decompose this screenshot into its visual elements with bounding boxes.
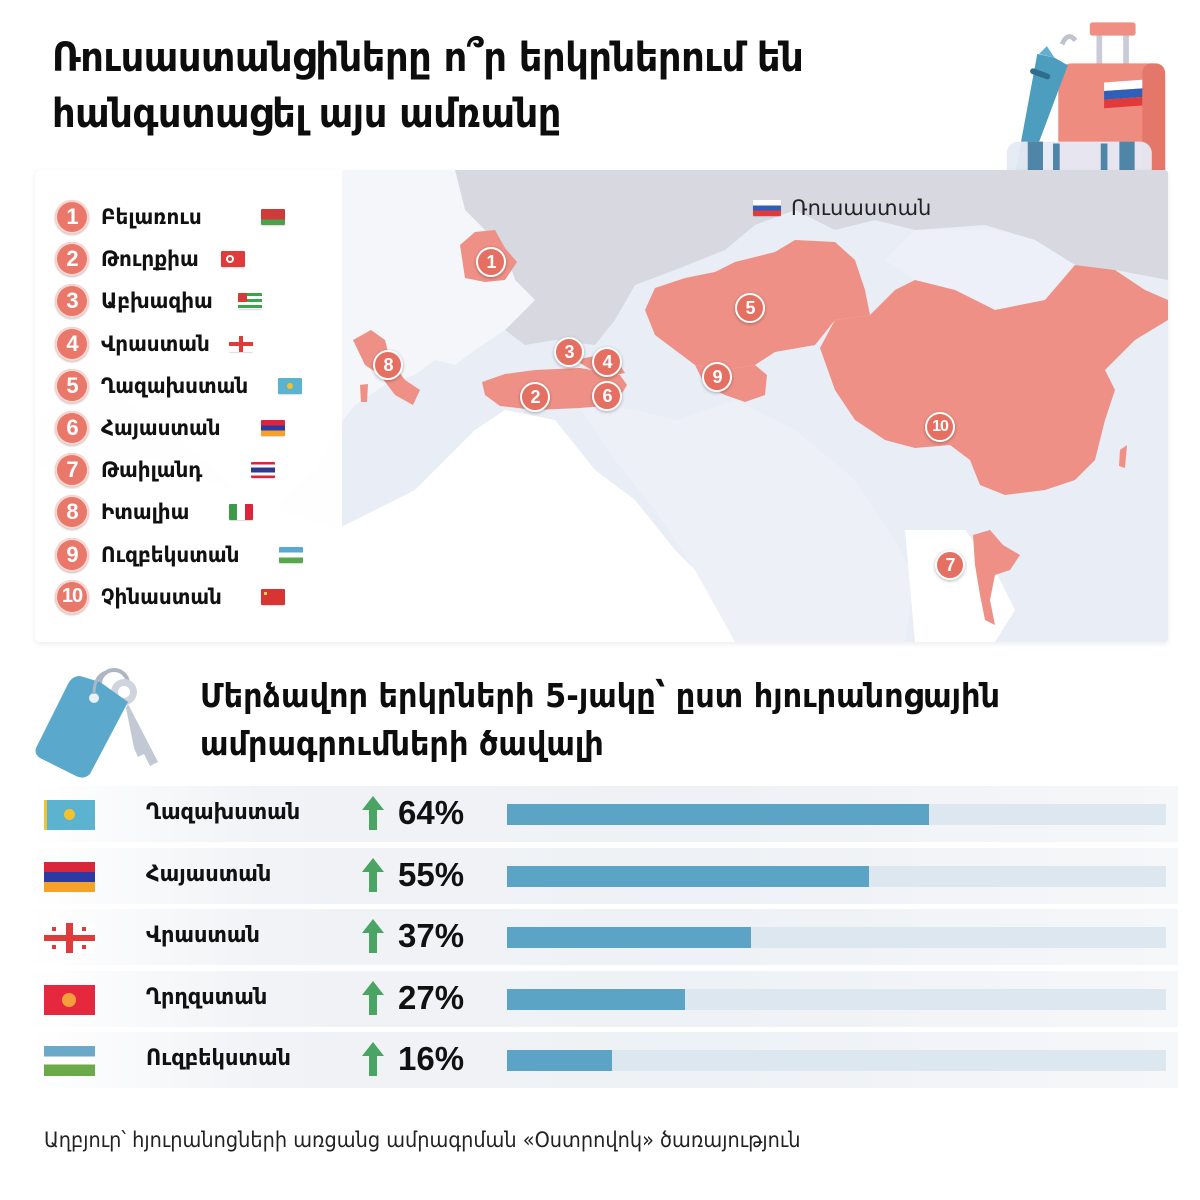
legend-country-label: Ղազախստան: [101, 373, 249, 398]
legend-country-label: Հայաստան: [101, 416, 221, 441]
legend-number-badge: 5: [55, 368, 89, 403]
turkey-flag-icon: [221, 251, 245, 268]
legend-country-label: Ուզբեկստան: [101, 542, 240, 567]
russia-flag-icon: [753, 200, 781, 216]
ranking-row-georgia: Վրաստան 37%: [28, 909, 1178, 965]
map-pin-turkey: 2: [520, 382, 550, 412]
bar-track: [507, 804, 1166, 825]
map-pin-belarus: 1: [476, 247, 506, 277]
row-percentage: 64%: [398, 794, 465, 831]
row-country-label: Ուզբեկստան: [146, 1046, 291, 1071]
belarus-flag-icon: [261, 209, 285, 226]
row-percentage: 27%: [398, 978, 465, 1016]
legend-number-badge: 9: [55, 537, 89, 572]
legend-item-china: 10 Չինաստան: [55, 576, 342, 618]
legend-item-belarus: 1 Բելառուս: [55, 196, 342, 238]
map-pin-abkhazia: 3: [554, 337, 584, 367]
legend-item-thailand: 7 Թաիլանդ: [55, 449, 342, 491]
up-arrow-icon: [362, 857, 384, 892]
map-pin-china: 10: [925, 412, 955, 442]
russia-label: Ռուսաստան: [753, 196, 931, 220]
legend-number-badge: 1: [55, 200, 89, 235]
row-country-label: Վրաստան: [146, 923, 260, 948]
bar-fill: [507, 865, 870, 887]
bar-track: [507, 927, 1166, 948]
legend-item-kazakhstan: 5 Ղազախստան: [55, 365, 342, 407]
legend-country-label: Թաիլանդ: [101, 458, 203, 483]
legend-number-badge: 2: [55, 242, 89, 277]
row-percentage: 55%: [398, 855, 465, 893]
georgia-flag-icon: [229, 335, 253, 352]
kazakhstan-flag-icon: [44, 800, 95, 830]
map-pin-thailand: 7: [935, 550, 965, 580]
up-arrow-icon: [362, 796, 384, 830]
map-pin-georgia: 4: [592, 347, 622, 377]
legend-item-abkhazia: 3 Աբխազիա: [55, 280, 342, 322]
row-country-label: Ղազախստան: [146, 800, 301, 825]
legend-number-badge: 7: [55, 453, 89, 488]
legend-number-badge: 4: [55, 326, 89, 361]
bar-track: [507, 988, 1166, 1010]
legend-country-label: Աբխազիա: [101, 289, 213, 314]
kazakhstan-flag-icon: [278, 377, 302, 394]
ranking-row-armenia: Հայաստան 55%: [28, 847, 1178, 904]
uzbekistan-flag-icon: [279, 546, 303, 563]
china-flag-icon: [261, 588, 285, 605]
armenia-flag-icon: [261, 420, 285, 437]
ranking-bar-chart: Ղազախստան 64% Հայաստան 55% Վրաստան 37% Ղ…: [28, 786, 1178, 1094]
row-country-label: Հայաստան: [146, 861, 272, 887]
map-legend: 1 Բելառուս 2 Թուրքիա 3 Աբխազիա 4 Վրաստան…: [35, 170, 342, 618]
legend-item-georgia: 4 Վրաստան: [55, 323, 342, 365]
legend-country-label: Բելառուս: [101, 205, 202, 230]
page-title: Ռուսաստանցիները ո՞ր երկրներում են հանգստ…: [52, 35, 804, 137]
legend-number-badge: 10: [55, 579, 89, 614]
row-percentage: 16%: [398, 1040, 465, 1077]
legend-number-badge: 6: [55, 411, 89, 446]
ranking-title: Մերձավոր երկրների 5-յակը՝ ըստ հյուրանոցա…: [200, 676, 1001, 763]
russia-label-text: Ռուսաստան: [791, 196, 932, 220]
bar-track: [507, 865, 1166, 887]
legend-country-label: Թուրքիա: [101, 247, 199, 272]
ranking-row-kyrgyzstan: Ղրղզստան 27%: [28, 970, 1178, 1027]
legend-number-badge: 8: [55, 495, 89, 530]
legend-item-turkey: 2 Թուրքիա: [55, 238, 342, 280]
legend-country-label: Իտալիա: [101, 500, 190, 525]
bar-fill: [507, 804, 929, 825]
kyrgyzstan-flag-icon: [44, 984, 95, 1015]
source-note: Աղբյուր՝ հյուրանոցների առցանց ամրագրման …: [44, 1128, 801, 1152]
up-arrow-icon: [362, 980, 384, 1015]
bar-fill: [507, 927, 751, 948]
italy-flag-icon: [229, 504, 253, 521]
thailand-flag-icon: [251, 462, 275, 479]
map-pin-italy: 8: [373, 350, 403, 380]
bar-fill: [507, 1050, 613, 1071]
hotel-keys-illustration: [35, 668, 158, 778]
row-country-label: Ղրղզստան: [146, 984, 268, 1010]
legend-country-label: Վրաստան: [101, 331, 210, 356]
map-pin-armenia: 6: [592, 381, 622, 411]
map-pin-kazakhstan: 5: [735, 293, 765, 323]
ranking-row-kazakhstan: Ղազախստան 64%: [28, 786, 1178, 842]
legend-number-badge: 3: [55, 284, 89, 319]
row-percentage: 37%: [398, 917, 465, 954]
uzbekistan-flag-icon: [44, 1046, 95, 1076]
up-arrow-icon: [362, 1042, 384, 1076]
georgia-flag-icon: [44, 923, 95, 953]
armenia-flag-icon: [44, 861, 95, 892]
up-arrow-icon: [362, 919, 384, 953]
bar-track: [507, 1050, 1166, 1071]
legend-item-italy: 8 Իտալիա: [55, 491, 342, 533]
legend-item-uzbekistan: 9 Ուզբեկստան: [55, 534, 342, 576]
ranking-row-uzbekistan: Ուզբեկստան 16%: [28, 1032, 1178, 1088]
abkhazia-flag-icon: [238, 293, 262, 310]
destinations-map: 1 Բելառուս 2 Թուրքիա 3 Աբխազիա 4 Վրաստան…: [35, 170, 1168, 642]
legend-item-armenia: 6 Հայաստան: [55, 407, 342, 449]
legend-country-label: Չինաստան: [101, 584, 222, 609]
bar-fill: [507, 988, 685, 1010]
map-pin-uzbekistan: 9: [702, 362, 732, 392]
